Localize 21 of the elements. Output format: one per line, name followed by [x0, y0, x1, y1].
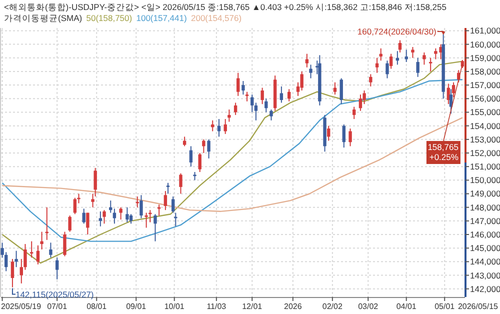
x-tick-label: 08/01	[86, 302, 108, 311]
x-tick-label: 12/01	[242, 302, 263, 311]
x-tick-label: 03/02	[358, 302, 379, 311]
x-tick-label: 02/02	[322, 302, 343, 311]
x-tick-label: 07/01	[47, 302, 68, 311]
chart-title: <해외통화(통합)-USDJPY-중간값> <일> 2026/05/15 종:158,765 ▲0.403 +0.25% 시:158,362 고:158,846 저:158,255	[4, 2, 447, 12]
legend-title: 가격이동평균(SMA)	[4, 13, 82, 23]
annotation: 142,115(2025/05/27)	[15, 289, 94, 300]
annotation: 160,724(2026/04/30)	[357, 26, 436, 36]
x-tick-label: 04/01	[396, 302, 417, 311]
annotation: 158,765 +0.25%	[428, 142, 459, 162]
text: 50(158,750)	[86, 13, 132, 23]
x-tick-label: 10/01	[164, 302, 185, 311]
x-tick-label: 05/01	[434, 302, 456, 311]
x-tick-label: 09/01	[126, 302, 147, 311]
text: 100(157,441)	[136, 13, 187, 23]
x-tick-label: 2025/05/19	[1, 302, 42, 311]
text: 200(154,576)	[191, 13, 242, 23]
text: 2026/05/15	[458, 302, 499, 311]
x-tick-label: 11/03	[206, 302, 227, 311]
x-tick-label: 2026	[284, 302, 302, 311]
